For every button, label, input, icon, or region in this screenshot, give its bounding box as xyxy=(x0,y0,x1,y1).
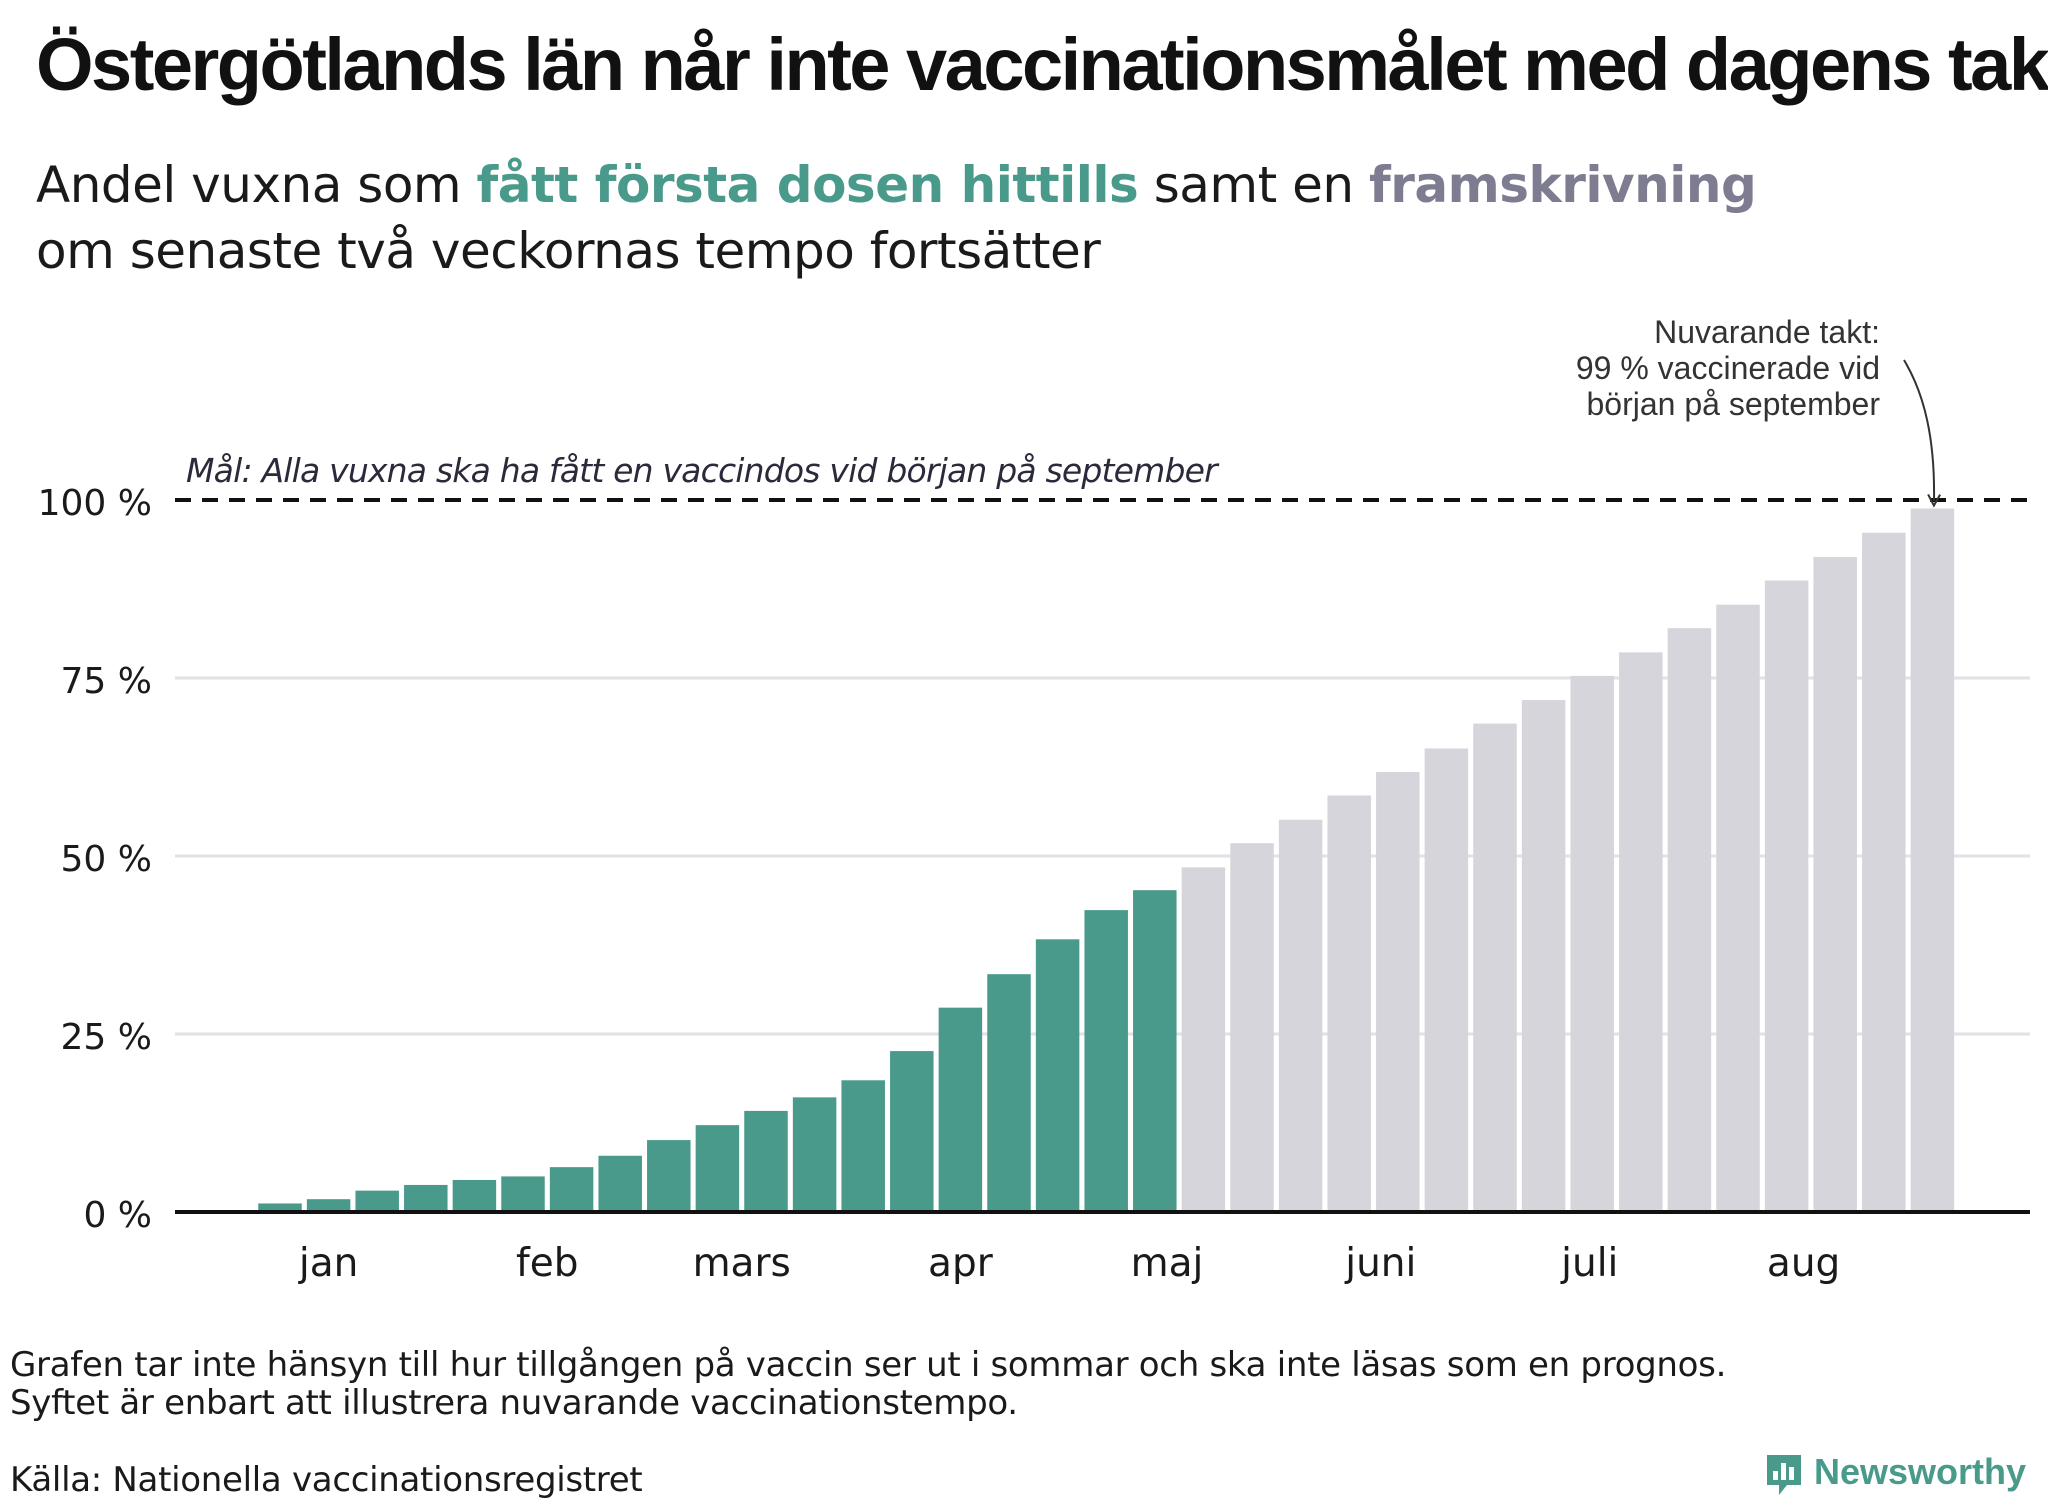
labels: 0 % 25 % 50 % 75 % 100 % Mål: Alla vuxna ska … xyxy=(38,314,1934,1286)
subtitle-part2: samt en xyxy=(1138,156,1369,214)
footnote-line2: Syftet är enbart att illustrera nuvarand… xyxy=(10,1383,1018,1423)
newsworthy-logo-icon xyxy=(1767,1455,1801,1495)
bar-projection xyxy=(1473,723,1517,1212)
bar-actual xyxy=(355,1190,399,1212)
bar-actual xyxy=(938,1007,983,1212)
bars xyxy=(258,508,1955,1212)
newsworthy-logo: Newsworthy xyxy=(1764,1452,2026,1500)
footnote-line1: Grafen tar inte hänsyn till hur tillgång… xyxy=(10,1345,1727,1385)
x-month-label: jan xyxy=(298,1241,358,1286)
goal-label: Mål: Alla vuxna ska ha fått en vaccindos… xyxy=(186,451,1220,490)
source-credit: Källa: Nationella vaccinationsregistret xyxy=(10,1460,643,1500)
subtitle-line2: om senaste två veckornas tempo fortsätte… xyxy=(36,222,1101,280)
bar-actual xyxy=(549,1167,594,1212)
x-month-label: feb xyxy=(516,1241,578,1286)
x-month-label: juni xyxy=(1344,1241,1416,1286)
annotation-text: början på september xyxy=(1586,386,1880,422)
subtitle-highlight-projection: framskrivning xyxy=(1368,156,1757,214)
bar-projection xyxy=(1764,580,1809,1212)
bar-actual xyxy=(792,1097,837,1212)
bar-projection xyxy=(1910,508,1955,1212)
x-month-label: maj xyxy=(1131,1241,1204,1286)
bar-actual xyxy=(1084,910,1128,1212)
bar-actual xyxy=(598,1155,642,1212)
bar-projection xyxy=(1424,748,1469,1212)
subtitle-highlight-actual: fått första dosen hittills xyxy=(476,156,1139,214)
bar-actual xyxy=(306,1199,351,1212)
bar-projection xyxy=(1619,652,1663,1212)
x-month-label: juli xyxy=(1560,1241,1618,1286)
bar-actual xyxy=(890,1051,934,1212)
bar-actual xyxy=(987,974,1031,1212)
chart-subtitle: Andel vuxna som fått första dosen hittil… xyxy=(36,152,1757,284)
chart-title: Östergötlands län når inte vaccinationsm… xyxy=(36,23,2048,106)
bar-actual xyxy=(452,1179,497,1212)
bar-actual xyxy=(1035,939,1080,1212)
annotation-text: 99 % vaccinerade vid xyxy=(1576,350,1880,386)
y-tick-label: 50 % xyxy=(61,839,152,880)
x-month-label: apr xyxy=(928,1241,994,1286)
x-month-label: aug xyxy=(1767,1241,1840,1286)
bar-actual xyxy=(258,1203,302,1212)
y-tick-label: 25 % xyxy=(61,1017,152,1058)
y-tick-label: 75 % xyxy=(61,661,152,702)
newsworthy-logo-text: Newsworthy xyxy=(1814,1451,2027,1492)
bar-projection xyxy=(1716,604,1760,1212)
bar-actual xyxy=(744,1110,788,1212)
y-tick-label: 100 % xyxy=(38,483,152,524)
bar-projection xyxy=(1667,628,1712,1212)
bar-projection xyxy=(1862,532,1906,1212)
bar-actual xyxy=(501,1176,545,1212)
bar-projection xyxy=(1181,867,1226,1212)
bar-projection xyxy=(1278,819,1323,1212)
bar-projection xyxy=(1327,795,1371,1212)
bar-actual xyxy=(1133,890,1177,1212)
bar-actual xyxy=(404,1184,448,1212)
vaccination-bar-chart: 0 % 25 % 50 % 75 % 100 % Mål: Alla vuxna ska … xyxy=(38,314,2030,1286)
bar-actual xyxy=(841,1080,885,1212)
bar-projection xyxy=(1376,771,1420,1212)
axes xyxy=(175,498,2030,1214)
annotation-text: Nuvarande takt: xyxy=(1654,314,1880,350)
bar-projection xyxy=(1230,843,1274,1212)
bar-projection xyxy=(1813,556,1857,1212)
annotation-arrow xyxy=(1903,359,1934,501)
bar-actual xyxy=(647,1140,691,1212)
subtitle-part1: Andel vuxna som xyxy=(36,156,477,214)
x-month-label: mars xyxy=(693,1241,791,1286)
bar-projection xyxy=(1570,675,1614,1212)
y-tick-label: 0 % xyxy=(83,1195,152,1236)
bar-projection xyxy=(1521,700,1566,1212)
bar-actual xyxy=(695,1125,740,1212)
footnote: Grafen tar inte hänsyn till hur tillgång… xyxy=(10,1346,1726,1422)
